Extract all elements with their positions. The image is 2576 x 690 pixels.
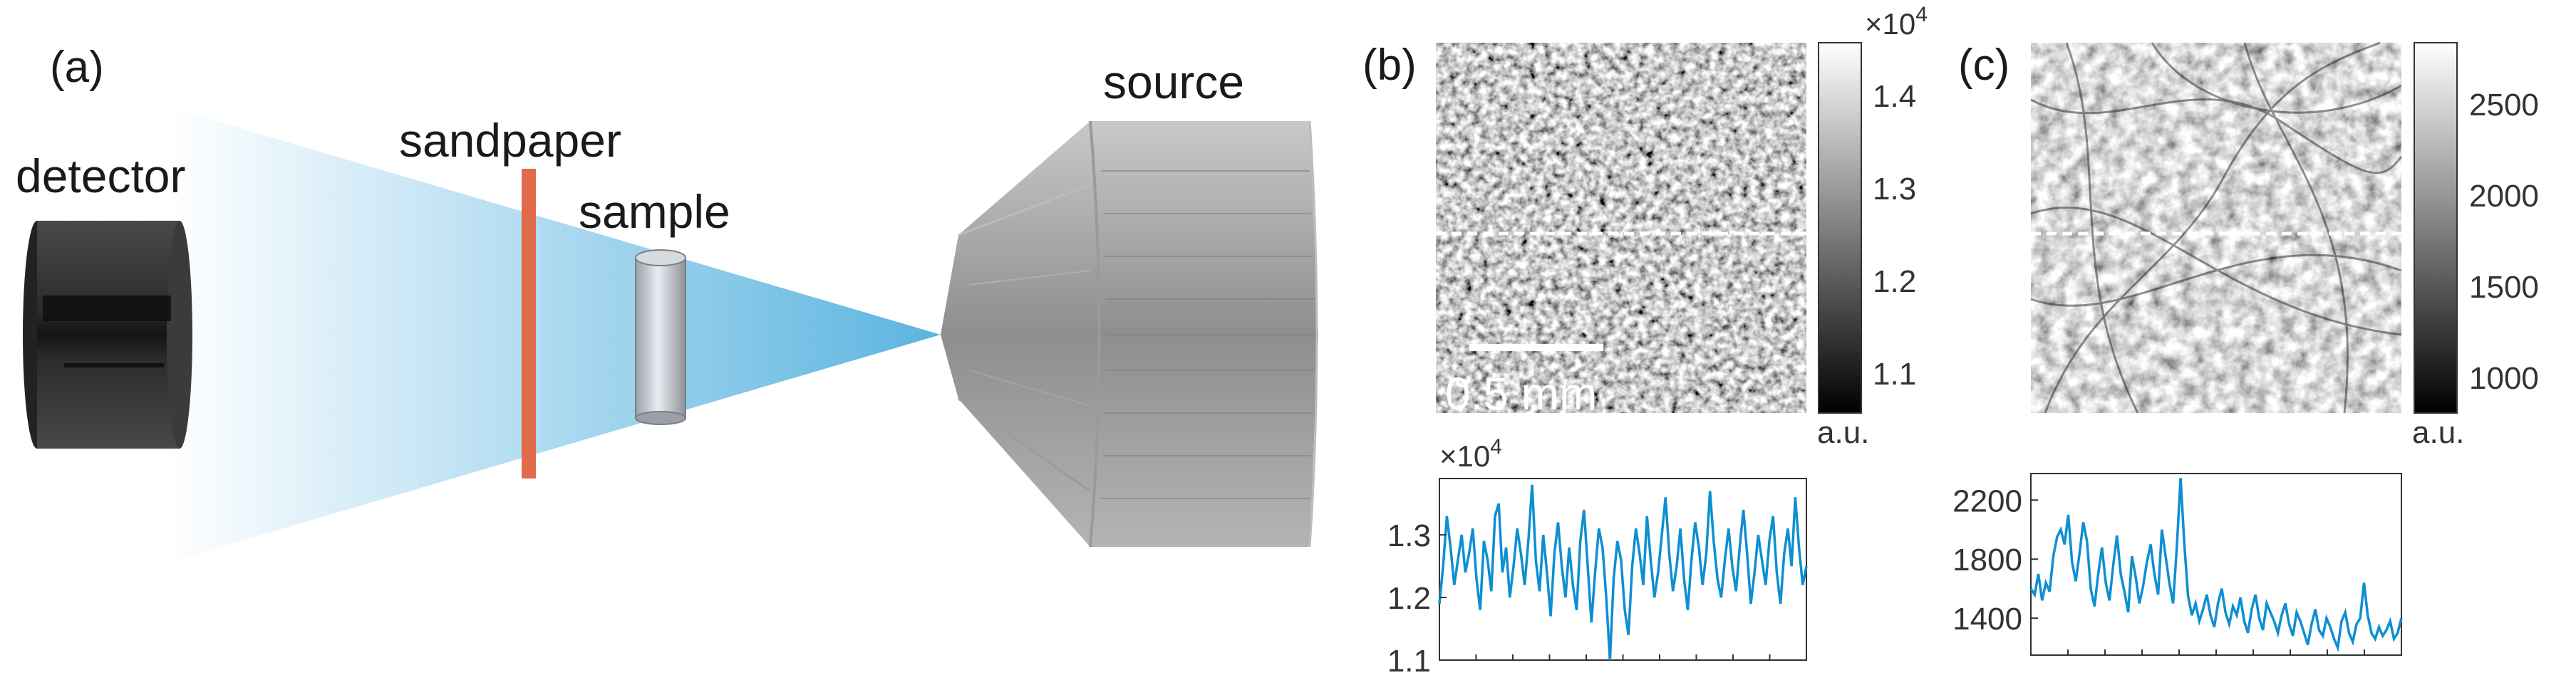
colorbar-b-tick: 1.4 — [1873, 79, 1916, 114]
colorbar-c-unit: a.u. — [2412, 415, 2464, 450]
sample-label: sample — [579, 185, 730, 238]
profile-c-series-line — [2029, 478, 2403, 653]
panel-b-label: (b) — [1362, 41, 1417, 90]
image-b: 0.5 mm — [1436, 43, 1806, 419]
colorbar-c-tick: 2500 — [2469, 88, 2539, 122]
scale-bar-label: 0.5 mm — [1445, 368, 1597, 419]
profile-c-axes — [2030, 473, 2402, 656]
xray-source — [941, 120, 1318, 548]
sandpaper-label: sandpaper — [399, 114, 621, 167]
profile-c-ytick-label: 2200 — [1952, 483, 2022, 518]
profile-c-ytick-label: 1800 — [1952, 543, 2022, 577]
detector-label: detector — [16, 150, 185, 202]
profile-c-ytick-label: 1400 — [1952, 602, 2022, 637]
colorbar-c-tick: 2000 — [2469, 179, 2539, 214]
panel-c: (c) 2500 2000 1500 1000 a.u. — [1952, 41, 2539, 656]
profile-b-multiplier: ×104 — [1439, 435, 1502, 473]
colorbar-c-tick: 1500 — [2469, 270, 2539, 305]
profile-chart-b: ×104 1.3 1.2 1.1 — [1387, 435, 1808, 679]
image-c — [2030, 41, 2403, 414]
sample-cylinder — [635, 249, 686, 425]
colorbar-b-tick: 1.3 — [1873, 172, 1916, 207]
colorbar-b: ×104 1.4 1.3 1.2 1.1 a.u. — [1817, 3, 1928, 450]
colorbar-c-tick: 1000 — [2469, 361, 2539, 396]
profile-b-series-line — [1438, 484, 1808, 661]
profile-chart-c: 2200 1800 1400 — [1952, 473, 2403, 656]
colorbar-b-multiplier: ×104 — [1865, 3, 1928, 41]
panel-c-label: (c) — [1958, 41, 2009, 90]
source-label: source — [1103, 56, 1244, 108]
profile-b-ytick-label: 1.2 — [1387, 581, 1431, 616]
panel-a-label: (a) — [50, 43, 104, 92]
colorbar-b-unit: a.u. — [1817, 415, 1869, 450]
profile-b-ytick-label: 1.3 — [1387, 518, 1431, 553]
detector — [23, 221, 192, 449]
profile-b-plot: 1.3 1.2 1.1 — [1387, 484, 1808, 679]
colorbar-c: 2500 2000 1500 1000 a.u. — [2412, 42, 2539, 450]
panel-a: (a) detector sandpaper sample — [16, 43, 1318, 563]
profile-c-plot: 2200 1800 1400 — [1952, 478, 2403, 655]
panel-b: (b) 0.5 mm ×104 1.4 1.3 1.2 1.1 a.u. ×10… — [1362, 3, 1928, 679]
colorbar-b-tick: 1.1 — [1873, 357, 1916, 392]
xray-beam — [167, 107, 941, 563]
colorbar-b-tick: 1.2 — [1873, 264, 1916, 299]
sandpaper — [522, 169, 536, 479]
profile-b-ytick-label: 1.1 — [1387, 644, 1431, 679]
